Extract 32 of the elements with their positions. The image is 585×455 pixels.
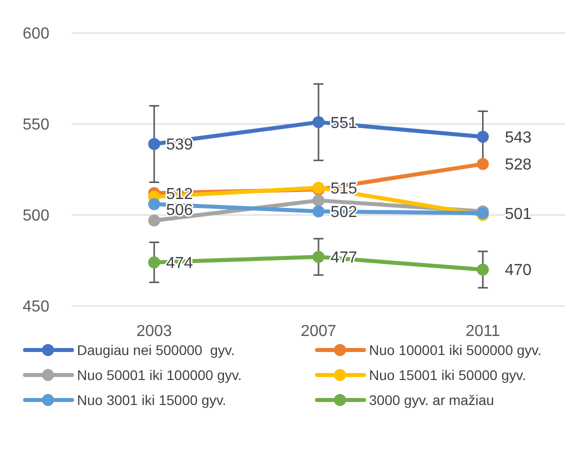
legend-label: Nuo 100001 iki 500000 gyv. [369, 342, 542, 358]
point [148, 256, 160, 268]
point [476, 158, 489, 170]
legend-label: Nuo 3001 iki 15000 gyv. [77, 392, 226, 408]
legend-label: Nuo 15001 iki 50000 gyv. [369, 366, 526, 383]
point [312, 205, 324, 218]
point [476, 130, 489, 143]
point [312, 116, 324, 128]
x-tick-label: 2011 [466, 323, 500, 340]
point [148, 198, 160, 210]
x-tick-label: 2003 [136, 323, 172, 340]
legend-label: Daugiau nei 500000 gyv. [77, 342, 235, 358]
y-tick-label: 600 [22, 26, 50, 43]
legend-label: 3000 gyv. ar mažiau [369, 392, 494, 408]
data-label: 506 [166, 202, 193, 219]
data-label: 543 [504, 129, 532, 146]
data-label: 470 [504, 262, 532, 280]
point [476, 264, 489, 276]
legend-label: Nuo 50001 iki 100000 gyv. [77, 366, 242, 383]
x-tick-label: 2007 [300, 323, 336, 340]
point [148, 214, 160, 226]
data-label: 502 [330, 204, 358, 221]
data-label: 528 [504, 156, 532, 174]
point [312, 194, 324, 206]
data-label: 551 [330, 114, 358, 132]
point [312, 250, 324, 263]
point [148, 138, 160, 150]
data-label: 501 [504, 206, 532, 223]
y-tick-label: 550 [22, 116, 50, 134]
y-tick-label: 500 [22, 208, 50, 225]
y-tick-label: 450 [22, 298, 50, 316]
data-label: 477 [330, 249, 358, 266]
